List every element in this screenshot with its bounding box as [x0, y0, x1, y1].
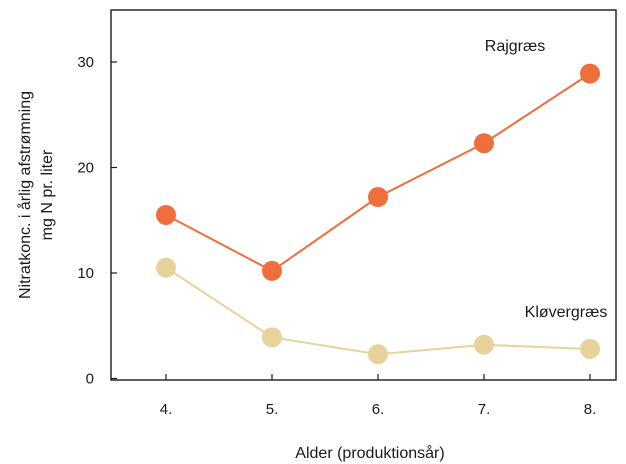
x-axis-title: Alder (produktionsår) — [295, 444, 444, 462]
x-tick-label: 8. — [584, 401, 597, 418]
data-point-series-1 — [580, 338, 600, 359]
data-point-series-1 — [368, 344, 388, 365]
x-tick-label: 4. — [160, 401, 173, 418]
series-layer — [156, 63, 600, 365]
plot-frame — [110, 9, 617, 381]
y-tick-label: 20 — [77, 160, 94, 177]
y-tick-label: 30 — [77, 54, 94, 71]
data-point-series-0 — [580, 63, 600, 84]
x-tick-label: 5. — [266, 401, 279, 418]
data-point-series-0 — [156, 204, 176, 225]
data-point-series-0 — [474, 133, 494, 154]
series-label-klovergraes: Kløvergræs — [525, 304, 608, 321]
x-tick-label: 6. — [372, 401, 385, 418]
x-axis-ticks: 4. 5. 6. 7. 8. — [160, 374, 597, 418]
x-tick-label: 7. — [478, 401, 491, 418]
y-axis-ticks: 0 10 20 30 — [77, 54, 117, 388]
data-point-series-1 — [262, 327, 282, 348]
y-axis-title-line-1: Nitratkonc. i årlig afstrømning — [16, 91, 34, 299]
data-point-series-1 — [474, 334, 494, 355]
y-axis-title-line-2: mg N pr. liter — [39, 149, 56, 240]
data-point-series-0 — [262, 260, 282, 281]
series-label-rajgraes: Rajgræs — [485, 38, 545, 55]
data-point-series-1 — [156, 257, 176, 278]
data-point-series-0 — [368, 187, 388, 208]
series-line-0 — [165, 72, 591, 273]
y-tick-label: 0 — [86, 371, 94, 388]
y-tick-label: 10 — [77, 265, 94, 282]
